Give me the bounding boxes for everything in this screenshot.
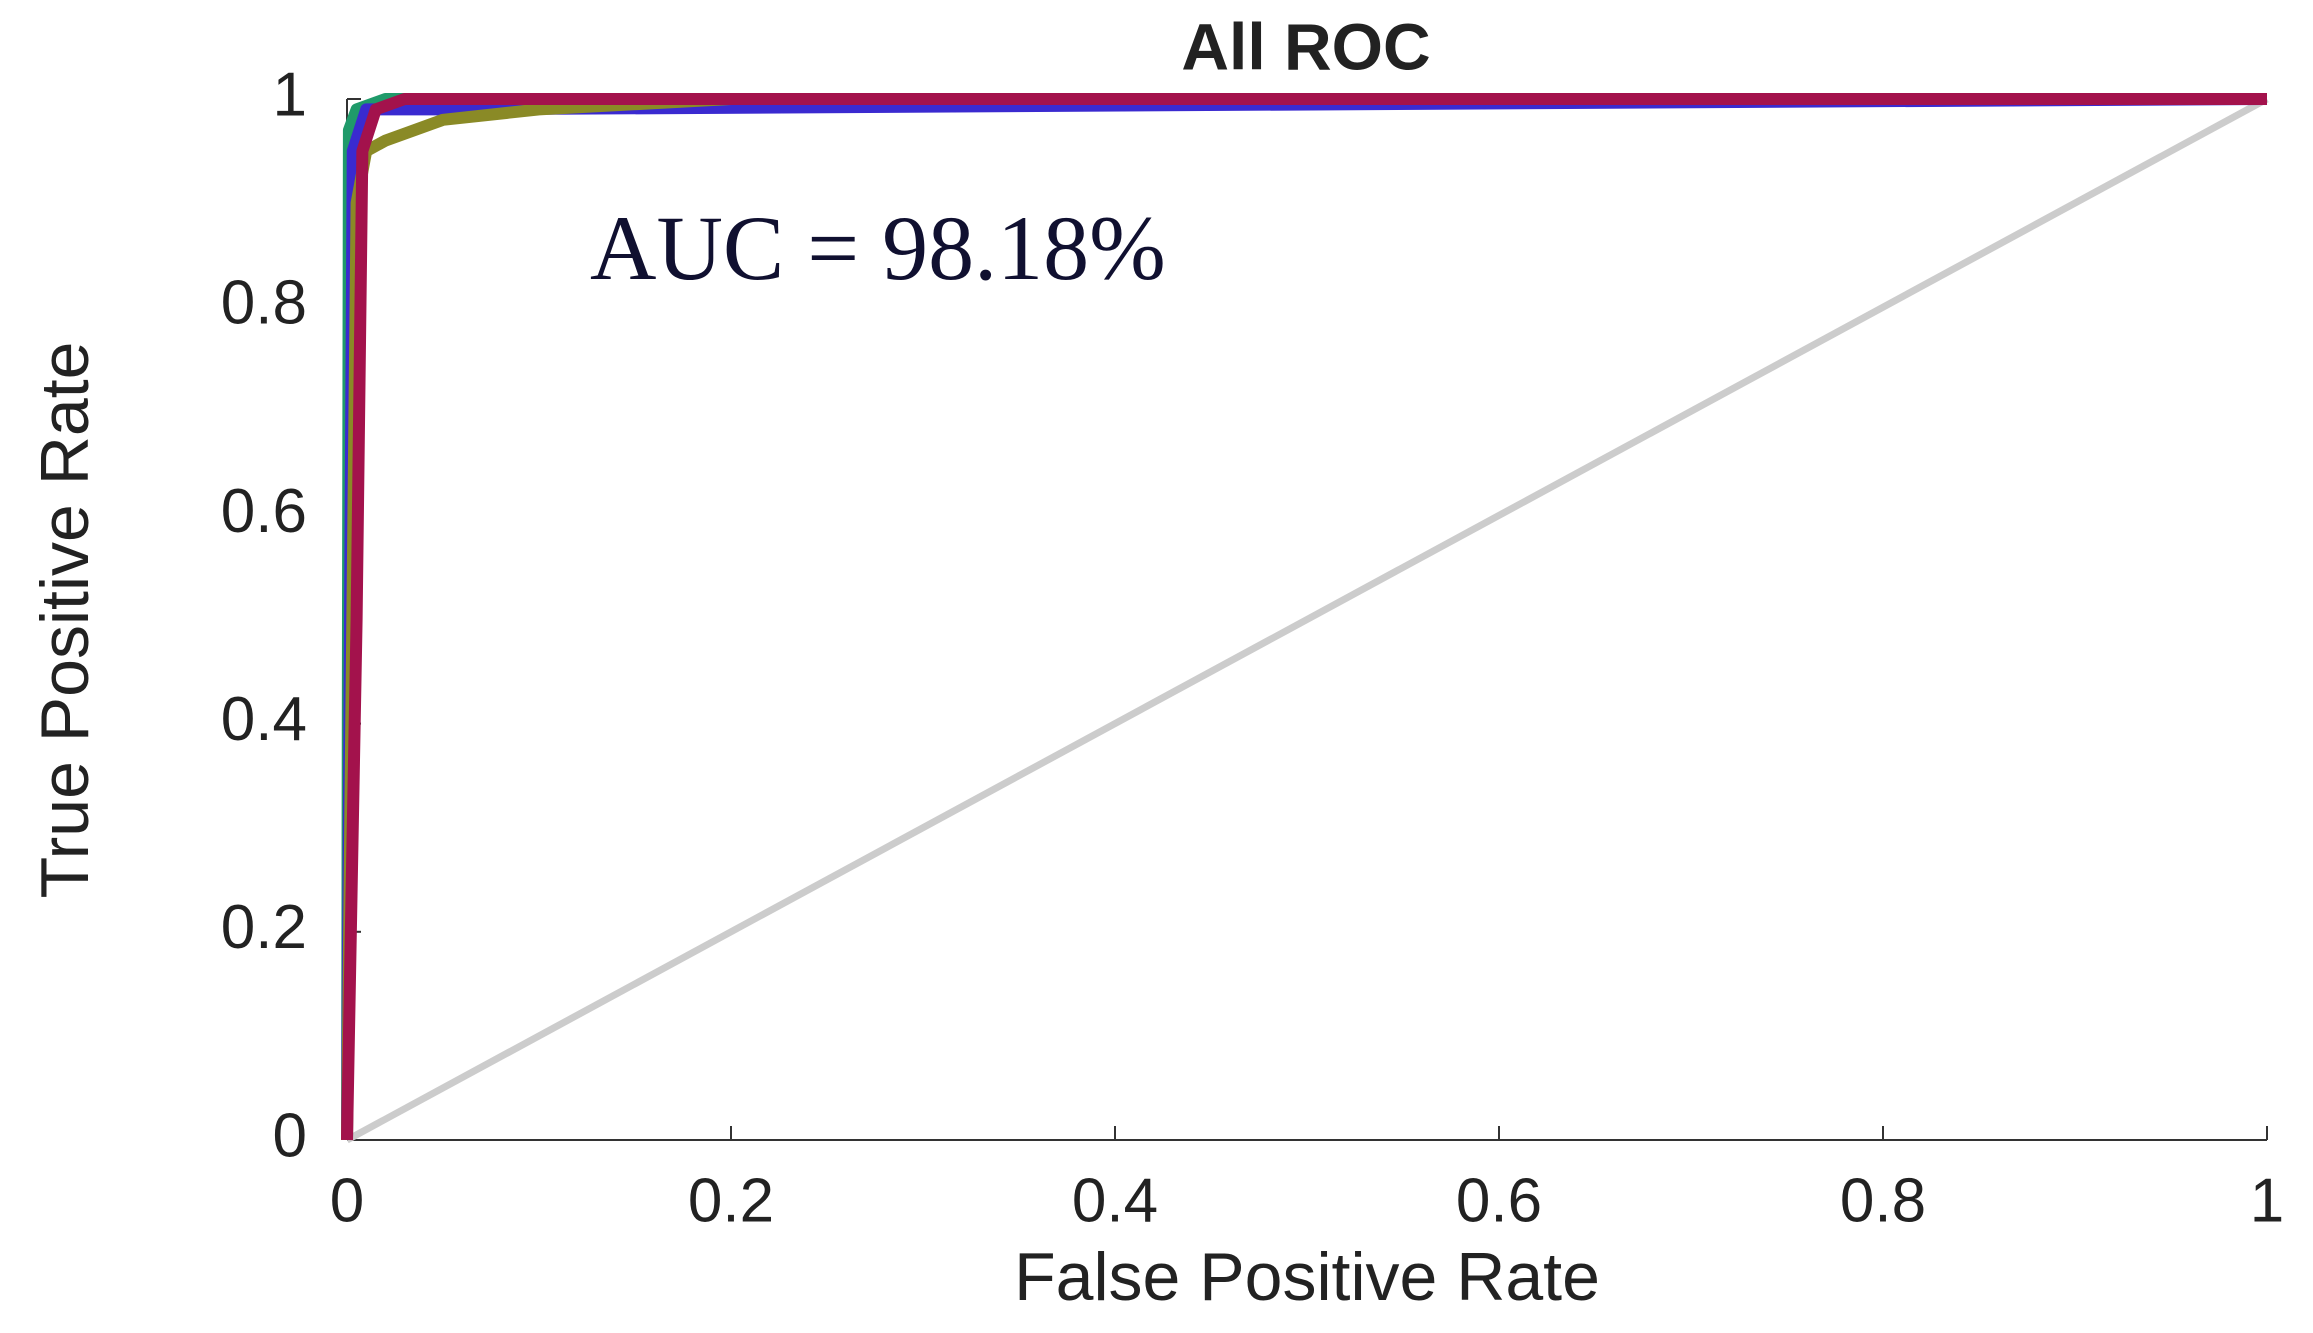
y-tick-label: 0.8 <box>221 269 307 338</box>
y-tick-label: 0.6 <box>221 477 307 546</box>
x-tick-label: 0.8 <box>1840 1166 1926 1235</box>
x-tick-label: 0 <box>330 1166 364 1235</box>
roc-curve <box>345 95 2269 1144</box>
y-tick-label: 0 <box>273 1101 307 1170</box>
y-tick-label: 0.4 <box>221 685 307 754</box>
roc-curve <box>341 93 2267 1141</box>
x-tick-label: 0.2 <box>688 1166 774 1235</box>
x-axis-label: False Positive Rate <box>1014 1239 1600 1315</box>
y-tick-label: 1 <box>273 60 307 129</box>
chart-title: All ROC <box>1181 9 1430 83</box>
x-tick-label: 0.6 <box>1456 1166 1542 1235</box>
y-axis-label: True Positive Rate <box>27 342 103 899</box>
y-tick-label: 0.2 <box>221 893 307 962</box>
x-tick-label: 0.4 <box>1072 1166 1158 1235</box>
annotation: AUC = 98.18% <box>590 197 1166 299</box>
x-tick-label: 1 <box>2250 1166 2284 1235</box>
